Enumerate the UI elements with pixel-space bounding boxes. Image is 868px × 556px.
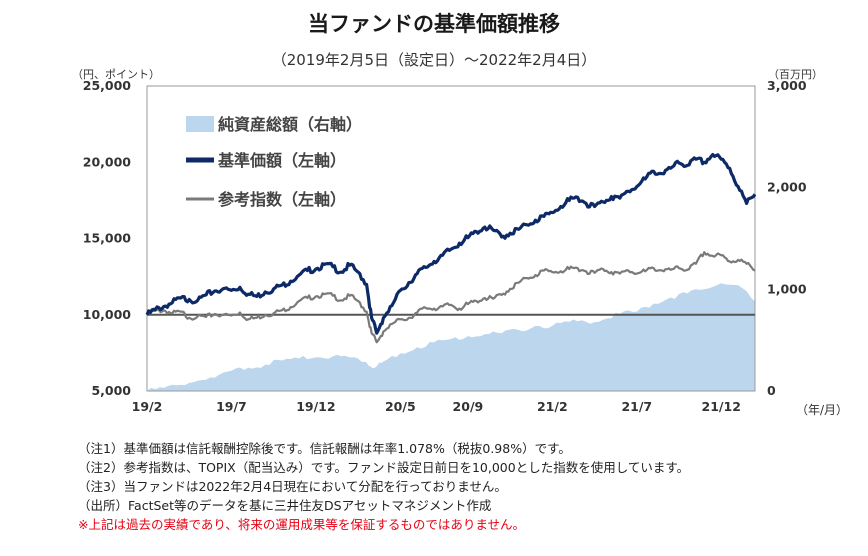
series-index-line (146, 251, 756, 344)
legend-label: 基準価額（左軸） (217, 151, 346, 170)
x-tick-label: 21/2 (537, 399, 568, 414)
series-assets-area (147, 283, 755, 391)
y-left-tick-label: 15,000 (83, 231, 132, 246)
legend-swatch-assets (186, 116, 214, 132)
x-tick-label: 20/9 (453, 399, 484, 414)
axis-labels-layer: 5,000 10,000 15,000 20,000 25,000 0 1,000 2,000… (83, 78, 807, 414)
nav-line-layer (145, 153, 757, 335)
x-tick-label: 20/5 (385, 399, 416, 414)
legend: 純資産総額（右軸） 基準価額（左軸） 参考指数（左軸） (186, 115, 362, 209)
disclaimer: ※上記は過去の実績であり、将来の運用成果等を保証するものではありません。 (78, 517, 525, 532)
x-axis-unit: （年/月） (796, 403, 849, 417)
note-3: （注3）当ファンドは2022年2月4日現在において分配を行っておりません。 (78, 479, 507, 494)
y-left-tick-label: 20,000 (83, 154, 132, 169)
y-left-tick-label: 10,000 (83, 307, 132, 322)
chart-subtitle: （2019年2月5日（設定日）～2022年2月4日） (271, 51, 597, 69)
left-axis-unit: （円、ポイント） (72, 68, 160, 81)
asset-area-layer (147, 283, 755, 391)
legend-label: 純資産総額（右軸） (218, 115, 362, 134)
y-left-tick-label: 25,000 (83, 78, 132, 93)
footnotes: （注1）基準価額は信託報酬控除後です。信託報酬は年率1.078%（税抜0.98%… (78, 439, 689, 534)
x-tick-label: 21/7 (621, 399, 652, 414)
series-nav-line (145, 153, 757, 335)
note-source: （出所）FactSet等のデータを基に三井住友DSアセットマネジメント作成 (78, 498, 492, 513)
chart-title: 当ファンドの基準価額推移 (308, 12, 560, 36)
y-right-tick-label: 1,000 (767, 281, 807, 296)
nav-chart: 5,000 10,000 15,000 20,000 25,000 0 1,000 2,000… (83, 78, 807, 414)
note-2: （注2）参考指数は、TOPIX（配当込み）です。ファンド設定日前日を10,000… (78, 460, 690, 475)
x-tick-label: 19/12 (296, 399, 335, 414)
legend-label: 参考指数（左軸） (218, 190, 346, 209)
y-right-tick-label: 0 (767, 383, 776, 398)
plot-frame-layer (146, 85, 756, 392)
y-right-tick-label: 3,000 (767, 78, 807, 93)
index-line-layer (146, 251, 756, 344)
x-tick-label: 19/7 (216, 399, 247, 414)
plot-frame (146, 85, 756, 392)
x-tick-label: 19/2 (132, 399, 163, 414)
x-tick-label: 21/12 (702, 399, 741, 414)
right-axis-unit: （百万円） (768, 68, 823, 81)
y-left-tick-label: 5,000 (91, 383, 131, 398)
y-right-tick-label: 2,000 (767, 180, 807, 195)
note-1: （注1）基準価額は信託報酬控除後です。信託報酬は年率1.078%（税抜0.98%… (78, 441, 571, 456)
